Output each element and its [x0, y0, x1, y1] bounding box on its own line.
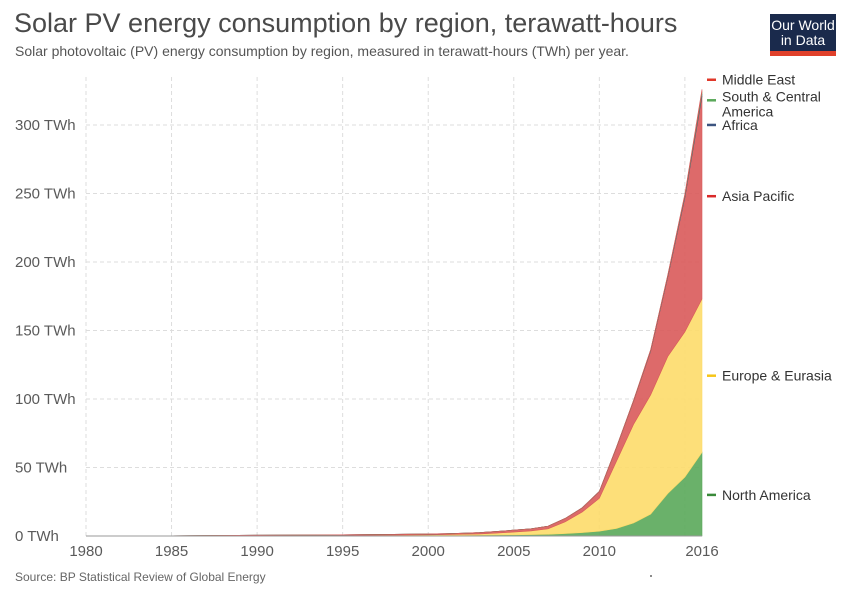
area-asia-pacific — [85, 96, 703, 537]
decorative-dot — [650, 575, 652, 577]
legend-label-middle-east: Middle East — [722, 72, 795, 88]
x-tick-label: 1980 — [69, 543, 102, 560]
x-tick-label: 2005 — [497, 543, 530, 560]
y-tick-label: 200 TWh — [15, 254, 76, 271]
x-tick-label: 2010 — [583, 543, 616, 560]
chart-subtitle: Solar photovoltaic (PV) energy consumpti… — [15, 43, 629, 59]
y-tick-label: 250 TWh — [15, 185, 76, 202]
x-tick-label: 2000 — [412, 543, 445, 560]
y-tick-label: 300 TWh — [15, 117, 76, 134]
x-tick-label: 1990 — [240, 543, 273, 560]
source-note: Source: BP Statistical Review of Global … — [15, 570, 266, 584]
x-tick-label: 1985 — [155, 543, 188, 560]
area-middle-east — [85, 89, 703, 537]
y-tick-label: 50 TWh — [15, 459, 67, 476]
logo-line-2: in Data — [780, 32, 826, 48]
y-tick-label: 150 TWh — [15, 322, 76, 339]
area-europe-eurasia — [86, 298, 703, 537]
legend-label-africa: Africa — [722, 117, 758, 133]
legend-label-south-central-america: South & Central America — [722, 88, 821, 119]
x-tick-label: 2016 — [685, 543, 718, 560]
logo-line-1: Our World — [771, 17, 835, 33]
logo-accent-bar — [770, 51, 836, 56]
owid-logo[interactable]: Our World in Data — [770, 14, 836, 56]
legend-label-europe-eurasia: Europe & Eurasia — [722, 368, 832, 384]
x-tick-label: 1995 — [326, 543, 359, 560]
y-tick-label: 0 TWh — [15, 528, 59, 545]
chart-title: Solar PV energy consumption by region, t… — [14, 8, 678, 38]
legend-label-asia-pacific: Asia Pacific — [722, 188, 794, 204]
legend-label-north-america: North America — [722, 487, 811, 503]
y-tick-label: 100 TWh — [15, 391, 76, 408]
